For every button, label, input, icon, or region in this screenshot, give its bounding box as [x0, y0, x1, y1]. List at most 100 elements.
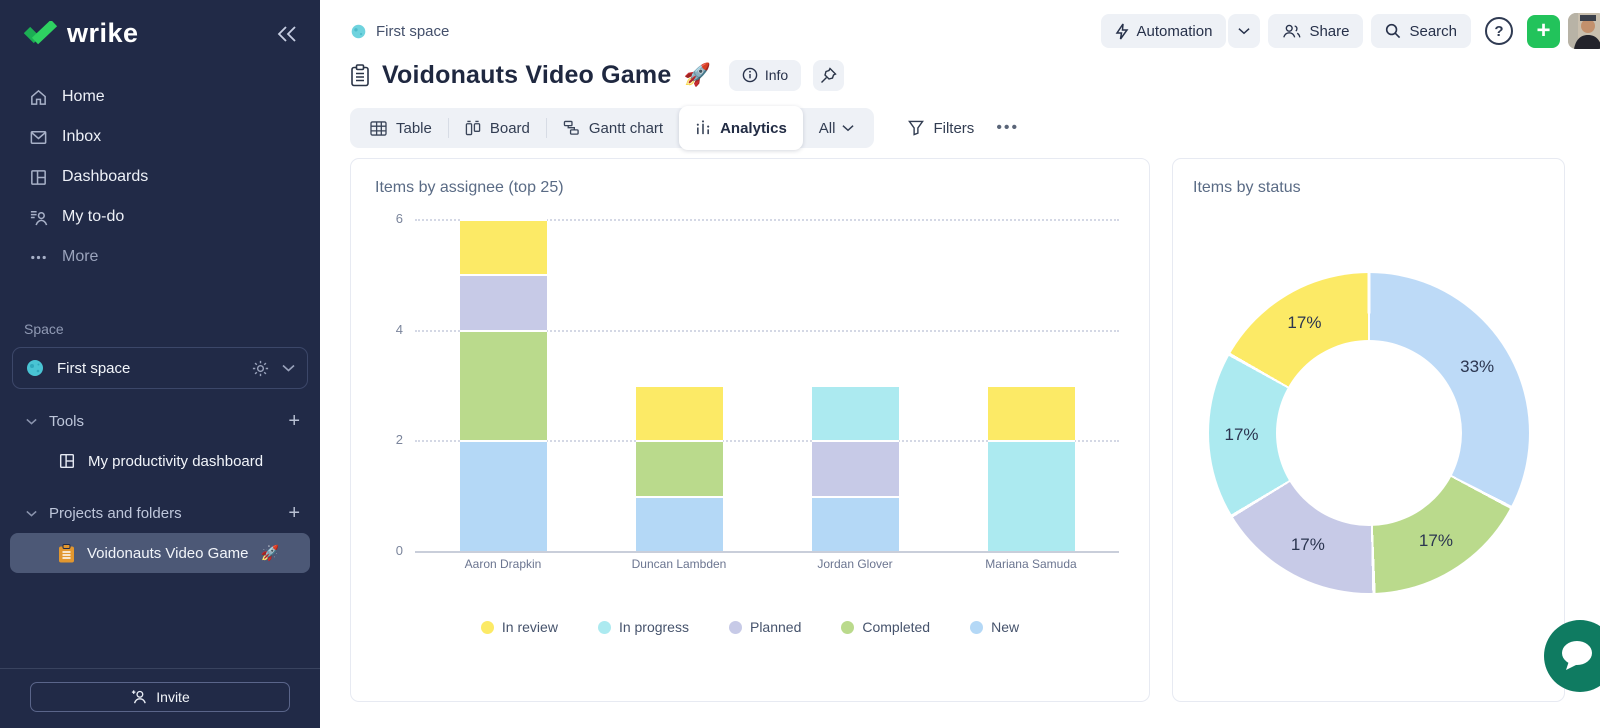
- bar-column: [591, 219, 767, 551]
- home-icon: [28, 88, 48, 107]
- legend-item-planned[interactable]: Planned: [728, 619, 801, 635]
- sidebar-nav: Home Inbox Dashboards My to-do: [0, 77, 320, 277]
- sidebar-item-voidonauts-project[interactable]: Voidonauts Video Game 🚀: [10, 533, 310, 573]
- scope-label: All: [818, 119, 836, 137]
- legend-dot: [728, 620, 742, 634]
- title-clipboard-icon: [350, 63, 370, 87]
- tab-analytics[interactable]: Analytics: [679, 106, 803, 150]
- wrike-logo: wrike: [24, 18, 139, 49]
- rocket-emoji: 🚀: [260, 545, 280, 562]
- tab-board[interactable]: Board: [449, 108, 546, 148]
- legend-label: In progress: [618, 619, 689, 635]
- bar-segment-new[interactable]: [459, 440, 547, 551]
- bar-segment-in-progress[interactable]: [987, 440, 1075, 551]
- gantt-icon: [563, 120, 580, 136]
- bar-column: [415, 219, 591, 551]
- project-clipboard-icon: [58, 543, 75, 563]
- filters-button[interactable]: Filters: [908, 120, 974, 137]
- invite-person-icon: [130, 689, 148, 705]
- wrike-logo-text: wrike: [67, 18, 139, 48]
- bar-segment-planned[interactable]: [459, 274, 547, 330]
- page-title: Voidonauts Video Game: [382, 60, 672, 89]
- chat-widget-button[interactable]: [1544, 620, 1600, 692]
- sidebar-collapse-button[interactable]: [276, 25, 298, 43]
- bar-segment-planned[interactable]: [811, 440, 899, 496]
- bar-segment-completed[interactable]: [635, 440, 723, 496]
- pin-button[interactable]: [813, 59, 845, 91]
- space-selector[interactable]: First space: [12, 347, 308, 389]
- tab-gantt-chart[interactable]: Gantt chart: [547, 108, 679, 148]
- x-axis-category-label: Jordan Glover: [817, 557, 893, 571]
- space-chevron-down-icon[interactable]: [282, 364, 295, 372]
- tools-group-row[interactable]: Tools +: [0, 401, 320, 441]
- grid-line: [415, 219, 1119, 221]
- board-icon: [465, 120, 481, 136]
- plus-icon: +: [1536, 17, 1551, 44]
- donut-percent-label-in-review: 17%: [1287, 313, 1322, 333]
- chevron-down-icon: [842, 124, 855, 132]
- legend-dot: [841, 620, 855, 634]
- breadcrumb[interactable]: First space: [350, 23, 449, 40]
- breadcrumb-label: First space: [376, 22, 450, 40]
- projects-group-row[interactable]: Projects and folders +: [0, 493, 320, 533]
- view-toolbar: Table Board Gantt chart: [350, 106, 1600, 150]
- legend-dot: [480, 620, 494, 634]
- add-project-button[interactable]: +: [288, 502, 300, 524]
- legend-item-in-review[interactable]: In review: [480, 619, 558, 635]
- bar-segment-in-progress[interactable]: [811, 385, 899, 441]
- grid-line: [415, 329, 1119, 332]
- funnel-icon: [908, 120, 925, 136]
- bar-chart-card: Items by assignee (top 25) 6 4 2 0 Aaron Dr…: [350, 158, 1150, 702]
- bars-container: [415, 219, 1119, 551]
- sidebar-item-home[interactable]: Home: [0, 77, 320, 117]
- bar-plot: 6 4 2 0: [396, 211, 1119, 558]
- create-new-button[interactable]: +: [1527, 14, 1560, 48]
- share-button[interactable]: Share: [1268, 14, 1364, 48]
- bar-segment-in-review[interactable]: [459, 219, 547, 275]
- planet-icon: [350, 23, 367, 40]
- legend-label: In review: [501, 619, 558, 635]
- tab-divider: [545, 118, 547, 138]
- invite-label: Invite: [156, 689, 190, 705]
- invite-button[interactable]: Invite: [30, 682, 290, 712]
- legend-item-in-progress[interactable]: In progress: [597, 619, 689, 635]
- automation-dropdown-button[interactable]: [1228, 14, 1261, 48]
- legend-item-new[interactable]: New: [970, 619, 1019, 635]
- tab-table[interactable]: Table: [354, 108, 448, 148]
- tool-item-label: My productivity dashboard: [88, 452, 264, 470]
- info-button[interactable]: Info: [728, 59, 802, 91]
- bar-segment-new[interactable]: [635, 495, 723, 551]
- sidebar-item-label: Dashboards: [62, 168, 149, 185]
- automation-button[interactable]: Automation: [1100, 14, 1227, 48]
- project-item-label: Voidonauts Video Game: [87, 544, 249, 562]
- toolbar-more-button[interactable]: •••: [996, 119, 1019, 137]
- bar-stack-mariana-samuda: [987, 219, 1075, 551]
- donut-percent-label-new: 33%: [1460, 357, 1495, 377]
- tab-divider: [447, 118, 449, 138]
- tab-label: Table: [396, 119, 432, 137]
- space-section-label: Space: [24, 321, 64, 337]
- add-tool-button[interactable]: +: [288, 410, 300, 432]
- sidebar-footer: Invite: [0, 668, 320, 728]
- sidebar-item-inbox[interactable]: Inbox: [0, 117, 320, 157]
- search-button[interactable]: Search: [1371, 14, 1471, 48]
- bar-segment-in-review[interactable]: [987, 385, 1075, 441]
- bar-column: [767, 219, 943, 551]
- user-avatar[interactable]: [1568, 13, 1600, 49]
- tab-label: Board: [489, 119, 530, 137]
- bar-segment-in-review[interactable]: [635, 385, 723, 441]
- inbox-icon: [28, 128, 48, 147]
- help-button[interactable]: ?: [1485, 17, 1513, 45]
- sidebar-item-dashboards[interactable]: Dashboards: [0, 157, 320, 197]
- sidebar-item-more[interactable]: More: [0, 237, 320, 277]
- sidebar-item-productivity-dashboard[interactable]: My productivity dashboard: [0, 441, 320, 481]
- legend-item-completed[interactable]: Completed: [841, 619, 930, 635]
- bar-segment-new[interactable]: [811, 495, 899, 551]
- space-name: First space: [57, 359, 131, 377]
- bar-segment-completed[interactable]: [459, 329, 547, 441]
- scope-dropdown[interactable]: All: [803, 120, 871, 137]
- bar-stack-jordan-glover: [811, 219, 899, 551]
- search-label: Search: [1409, 22, 1457, 40]
- space-settings-gear-icon[interactable]: [251, 359, 270, 378]
- sidebar-item-my-todo[interactable]: My to-do: [0, 197, 320, 237]
